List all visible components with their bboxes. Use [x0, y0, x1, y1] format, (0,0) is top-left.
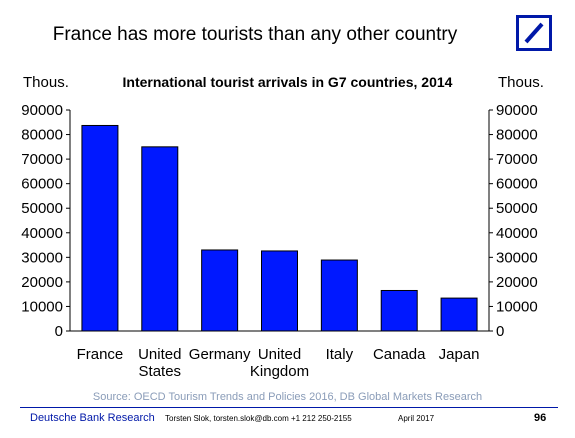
y-tick-label-right: 0	[496, 323, 504, 340]
x-tick-label: Japan	[439, 346, 480, 363]
x-tick-label: Italy	[326, 346, 354, 363]
x-tick-label: France	[77, 346, 124, 363]
x-tick-label: Germany	[189, 346, 251, 363]
y-tick-label-right: 80000	[496, 127, 538, 144]
y-tick-label-right: 20000	[496, 274, 538, 291]
x-tick-label: United	[258, 346, 301, 363]
y-axis-unit-left: Thous.	[23, 74, 69, 91]
y-tick-label-left: 30000	[21, 249, 63, 266]
page-number: 96	[534, 412, 547, 424]
y-tick-label-right: 90000	[496, 102, 538, 119]
bar-united-states	[141, 146, 179, 332]
y-tick-label-left: 0	[55, 323, 63, 340]
footer-date: April 2017	[398, 414, 435, 423]
y-tick-label-left: 70000	[21, 151, 63, 168]
y-tick-label-left: 80000	[21, 127, 63, 144]
slide-title: France has more tourists than any other …	[52, 24, 458, 45]
y-tick-label-right: 10000	[496, 298, 538, 315]
y-tick-label-left: 90000	[21, 102, 63, 119]
y-tick-label-right: 70000	[496, 151, 538, 168]
x-tick-label: States	[139, 363, 182, 380]
y-tick-label-left: 10000	[21, 298, 63, 315]
chart-title: International tourist arrivals in G7 cou…	[122, 74, 453, 90]
bar-canada	[380, 289, 418, 332]
y-tick-label-right: 60000	[496, 176, 538, 193]
deutsche-bank-logo-icon	[516, 15, 552, 51]
footer-author: Torsten Slok, torsten.slok@db.com +1 212…	[165, 414, 352, 423]
y-tick-label-left: 50000	[21, 200, 63, 217]
footer-divider	[20, 407, 558, 408]
y-axis-unit-right: Thous.	[498, 74, 544, 91]
x-tick-label: Kingdom	[250, 363, 309, 380]
bar-france	[81, 124, 119, 332]
bar-germany	[201, 249, 239, 332]
y-tick-label-left: 60000	[21, 176, 63, 193]
bar-japan	[440, 297, 478, 332]
source-note: Source: OECD Tourism Trends and Policies…	[92, 391, 483, 403]
bar-united-kingdom	[261, 250, 298, 332]
y-tick-label-right: 50000	[496, 200, 538, 217]
footer-org: Deutsche Bank Research	[30, 412, 155, 424]
y-tick-label-right: 40000	[496, 225, 538, 242]
bar-chart: 0 0 10000 10000 20000 20000 30000 30000 40000 400…	[21, 102, 538, 380]
bar-italy	[320, 259, 358, 332]
x-tick-label: Canada	[373, 346, 426, 363]
y-tick-label-right: 30000	[496, 249, 538, 266]
y-tick-label-left: 40000	[21, 225, 63, 242]
y-tick-label-left: 20000	[21, 274, 63, 291]
x-tick-label: United	[138, 346, 181, 363]
